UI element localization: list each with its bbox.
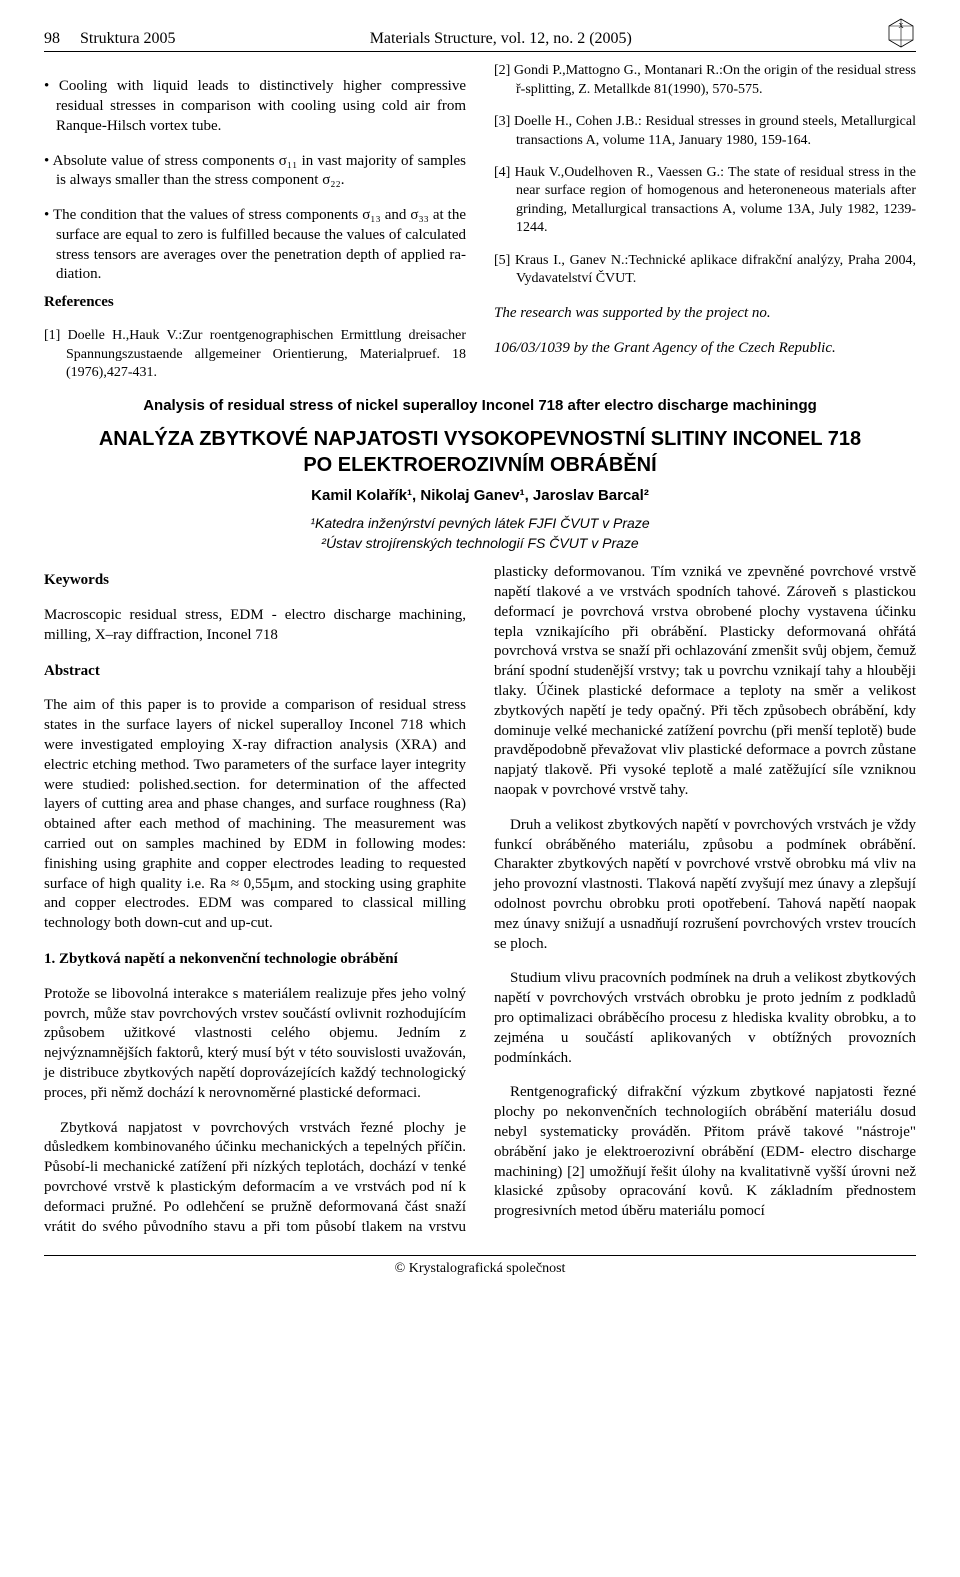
badge-letter: X — [898, 22, 903, 30]
affiliation-1: ¹Katedra inženýrství pevných látek FJFI … — [310, 515, 649, 531]
article-two-column: Keywords Macroscopic residual stress, ED… — [44, 563, 916, 1237]
abstract-heading: Abstract — [44, 662, 466, 682]
bullet-2: Ab­so­lute value of stress com­po­nents … — [56, 152, 466, 192]
section-1-p4: Studium vlivu pracovních podmínek na dru… — [494, 969, 916, 1068]
ref-4: [4] Hauk V.,Oudelhoven R., Vaessen G.: T… — [516, 164, 916, 238]
authors: Kamil Kolařík¹, Nikolaj Ganev¹, Jaroslav… — [44, 486, 916, 506]
top-two-column: Cooling with liquid leads to distinctive… — [44, 62, 916, 382]
header-journal: Materials Structure, vol. 12, no. 2 (200… — [116, 28, 886, 49]
czech-title-line2: PO ELEKTROEROZIVNÍM OBRÁBĚNÍ — [303, 454, 656, 476]
section-1-heading: 1. Zbytková napětí a nekonvenční technol… — [44, 950, 466, 970]
keywords-text: Macroscopic residual stress, EDM - elect… — [44, 606, 466, 646]
ref-3: [3] Doelle H., Cohen J.B.: Residual stre… — [516, 113, 916, 150]
section-1-p3: Druh a velikost zbytkových napětí v povr… — [494, 816, 916, 955]
ref-2: [2] Gondi P.,Mattogno G., Montanari R.:O… — [516, 62, 916, 99]
czech-title: ANALÝZA ZBYTKOVÉ NAPJATOSTI VYSOKOPEVNOS… — [44, 426, 916, 478]
logo-badge: X — [886, 18, 916, 48]
page-header: 98 Struktura 2005 Materials Structure, v… — [44, 28, 916, 52]
bullet-3: The con­di­tion that the val­ues of stre… — [56, 206, 466, 285]
english-title: Analysis of residual stress of nickel su… — [44, 396, 916, 416]
affiliation-2: ²Ústav strojírenských technologií FS ČVU… — [321, 535, 638, 551]
ref-5: [5] Kraus I., Ganev N.:Technické aplikac… — [516, 252, 916, 289]
ref-1: [1] Doelle H.,Hauk V.:Zur roentgenograph… — [66, 327, 466, 382]
footer-copyright: © Krystalografická společnost — [44, 1255, 916, 1278]
affiliations: ¹Katedra inženýrství pevných látek FJFI … — [44, 514, 916, 553]
acknowledgement-2: 106/03/1039 by the Grant Agency of the C… — [494, 339, 916, 359]
references-heading: References — [44, 293, 466, 313]
page-number: 98 — [44, 30, 60, 47]
section-1-p1: Protože se libovolná interakce s materiá… — [44, 985, 466, 1104]
abstract-text: The aim of this paper is to provide a co… — [44, 696, 466, 934]
acknowledgement-1: The research was supported by the projec… — [494, 304, 916, 324]
czech-title-line1: ANALÝZA ZBYTKOVÉ NAPJATOSTI VYSOKOPEVNOS… — [99, 428, 861, 450]
bullet-1: Cooling with liquid leads to distinctive… — [56, 77, 466, 136]
section-1-p5: Rentgenografický difrakční výzkum zbytko… — [494, 1083, 916, 1222]
keywords-heading: Keywords — [44, 571, 466, 591]
